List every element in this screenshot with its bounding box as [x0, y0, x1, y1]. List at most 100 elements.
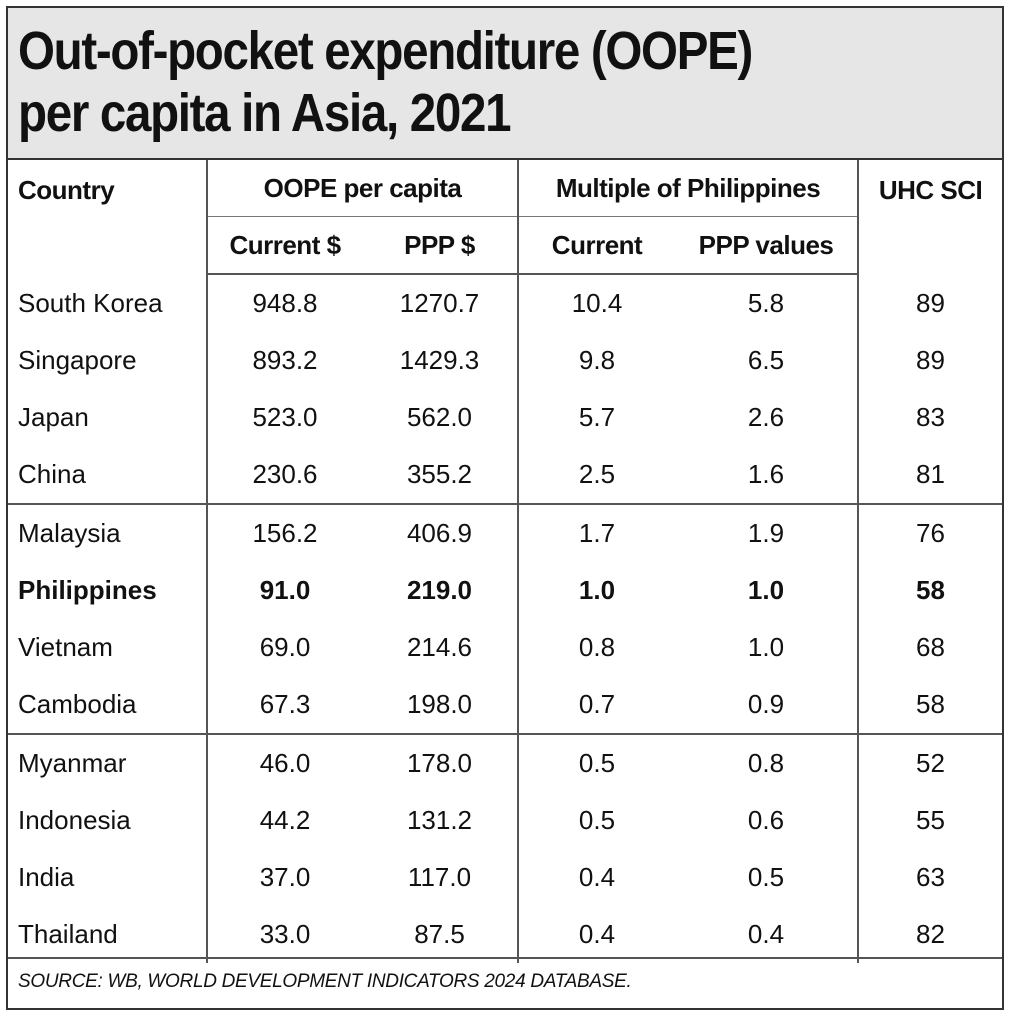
header-oope-group: OOPE per capita	[207, 160, 519, 217]
table-row: Japan 523.0 562.0 5.7 2.6 83	[8, 389, 1002, 446]
cell-country: Thailand	[8, 906, 208, 963]
table-row: Singapore 893.2 1429.3 9.8 6.5 89	[8, 332, 1002, 389]
cell-multiple-current: 5.7	[578, 402, 616, 432]
cell-multiple-ppp: 1.0	[675, 619, 860, 676]
cell-oope-ppp-usd: 219.0	[362, 562, 519, 619]
header-current: Current	[518, 216, 675, 275]
table-frame: Out-of-pocket expenditure (OOPE) per capi…	[6, 6, 1004, 1010]
cell-country: Singapore	[8, 332, 208, 389]
cell-multiple-current: 9.8	[578, 345, 616, 375]
cell-uhc-sci: 58	[916, 575, 945, 605]
cell-oope-current-usd: 46.0	[259, 748, 311, 778]
cell-uhc-sci: 58	[858, 676, 1003, 735]
cell-multiple-current: 0.4	[578, 919, 616, 949]
cell-multiple-ppp: 0.6	[675, 792, 860, 849]
table-row: Indonesia 44.2 131.2 0.5 0.6 55	[8, 792, 1002, 849]
header-ppp-usd: PPP $	[362, 216, 519, 275]
cell-country: India	[8, 849, 208, 906]
cell-oope-current-usd: 156.2	[252, 518, 318, 548]
cell-country: Philippines	[8, 562, 208, 619]
data-table-wrap: Country OOPE per capita Multiple of Phil…	[8, 160, 1003, 963]
cell-multiple-ppp: 1.6	[675, 446, 860, 505]
cell-uhc-sci: 89	[916, 345, 945, 375]
cell-country: Cambodia	[8, 676, 208, 735]
header-multiple-group: Multiple of Philippines	[518, 160, 860, 217]
cell-country: China	[8, 446, 208, 505]
cell-multiple-ppp: 2.6	[675, 389, 860, 446]
table-row: South Korea 948.8 1270.7 10.4 5.8 89	[8, 274, 1002, 332]
table-row: Thailand 33.0 87.5 0.4 0.4 82	[8, 906, 1002, 963]
cell-country: Malaysia	[8, 504, 208, 562]
cell-uhc-sci: 63	[916, 862, 945, 892]
cell-multiple-current: 0.7	[518, 676, 675, 735]
table-row: Philippines 91.0 219.0 1.0 1.0 58	[8, 562, 1002, 619]
cell-uhc-sci: 82	[916, 919, 945, 949]
cell-oope-ppp-usd: 1270.7	[362, 274, 519, 332]
cell-oope-ppp-usd: 562.0	[362, 389, 519, 446]
cell-uhc-sci: 76	[916, 518, 945, 548]
cell-multiple-ppp: 6.5	[675, 332, 860, 389]
header-uhc-sci: UHC SCI	[878, 175, 983, 205]
chart-title-line-2: per capita in Asia, 2021	[18, 83, 512, 143]
cell-multiple-current: 2.5	[518, 446, 675, 505]
table-row: Vietnam 69.0 214.6 0.8 1.0 68	[8, 619, 1002, 676]
cell-oope-current-usd: 948.8	[252, 288, 318, 318]
cell-multiple-current: 10.4	[571, 288, 623, 318]
table-row: China 230.6 355.2 2.5 1.6 81	[8, 446, 1003, 505]
cell-uhc-sci: 83	[916, 402, 945, 432]
header-ppp-values: PPP values	[675, 216, 860, 275]
cell-multiple-ppp: 0.9	[675, 676, 860, 735]
table-row: Cambodia 67.3 198.0 0.7 0.9 58	[8, 676, 1003, 735]
cell-multiple-ppp: 0.4	[675, 906, 860, 963]
cell-oope-ppp-usd: 178.0	[362, 734, 519, 792]
cell-oope-ppp-usd: 355.2	[362, 446, 519, 505]
cell-oope-current-usd: 67.3	[207, 676, 362, 735]
table-row: Myanmar 46.0 178.0 0.5 0.8 52	[8, 734, 1002, 792]
cell-oope-ppp-usd: 214.6	[362, 619, 519, 676]
cell-multiple-ppp: 0.8	[675, 734, 860, 792]
cell-country: Myanmar	[8, 734, 208, 792]
cell-uhc-sci: 89	[916, 287, 945, 318]
cell-oope-ppp-usd: 1429.3	[362, 332, 519, 389]
title-band: Out-of-pocket expenditure (OOPE) per capi…	[8, 8, 1002, 160]
cell-oope-ppp-usd: 87.5	[362, 906, 519, 963]
cell-uhc-sci: 55	[916, 805, 945, 835]
cell-multiple-current: 0.5	[578, 748, 616, 778]
cell-oope-current-usd: 230.6	[207, 446, 362, 505]
chart-title-line-1: Out-of-pocket expenditure (OOPE)	[18, 21, 753, 81]
cell-multiple-current: 1.7	[578, 518, 616, 548]
cell-multiple-current: 0.8	[578, 632, 616, 662]
source-note: SOURCE: WB, WORLD DEVELOPMENT INDICATORS…	[8, 957, 1002, 1008]
cell-country: Japan	[8, 389, 208, 446]
cell-uhc-sci: 68	[916, 632, 945, 662]
table-row: Malaysia 156.2 406.9 1.7 1.9 76	[8, 504, 1002, 562]
cell-oope-ppp-usd: 117.0	[362, 849, 519, 906]
data-table: Country OOPE per capita Multiple of Phil…	[8, 160, 1003, 963]
cell-multiple-ppp: 5.8	[675, 274, 860, 332]
cell-multiple-current: 0.4	[578, 862, 616, 892]
cell-oope-current-usd: 44.2	[259, 805, 311, 835]
table-header: Country OOPE per capita Multiple of Phil…	[8, 160, 1002, 275]
table-body: South Korea 948.8 1270.7 10.4 5.8 89 Singapore…	[8, 274, 1003, 963]
cell-country: Vietnam	[8, 619, 208, 676]
cell-multiple-ppp: 1.9	[675, 504, 860, 562]
cell-uhc-sci: 52	[916, 748, 945, 778]
cell-oope-current-usd: 91.0	[259, 575, 311, 605]
cell-oope-current-usd: 37.0	[259, 862, 311, 892]
cell-multiple-current: 0.5	[578, 805, 616, 835]
cell-oope-current-usd: 523.0	[252, 402, 318, 432]
table-row: India 37.0 117.0 0.4 0.5 63	[8, 849, 1002, 906]
chart-title: Out-of-pocket expenditure (OOPE) per capi…	[18, 20, 880, 144]
cell-oope-ppp-usd: 406.9	[362, 504, 519, 562]
cell-country: South Korea	[8, 274, 208, 332]
cell-country: Indonesia	[8, 792, 208, 849]
cell-oope-ppp-usd: 198.0	[362, 676, 519, 735]
cell-multiple-ppp: 0.5	[675, 849, 860, 906]
cell-oope-current-usd: 69.0	[259, 632, 311, 662]
cell-oope-current-usd: 33.0	[259, 919, 311, 949]
cell-multiple-current: 1.0	[578, 575, 616, 605]
cell-multiple-ppp: 1.0	[675, 562, 860, 619]
cell-oope-ppp-usd: 131.2	[362, 792, 519, 849]
header-current-usd: Current $	[207, 216, 362, 275]
cell-uhc-sci: 81	[858, 446, 1003, 505]
